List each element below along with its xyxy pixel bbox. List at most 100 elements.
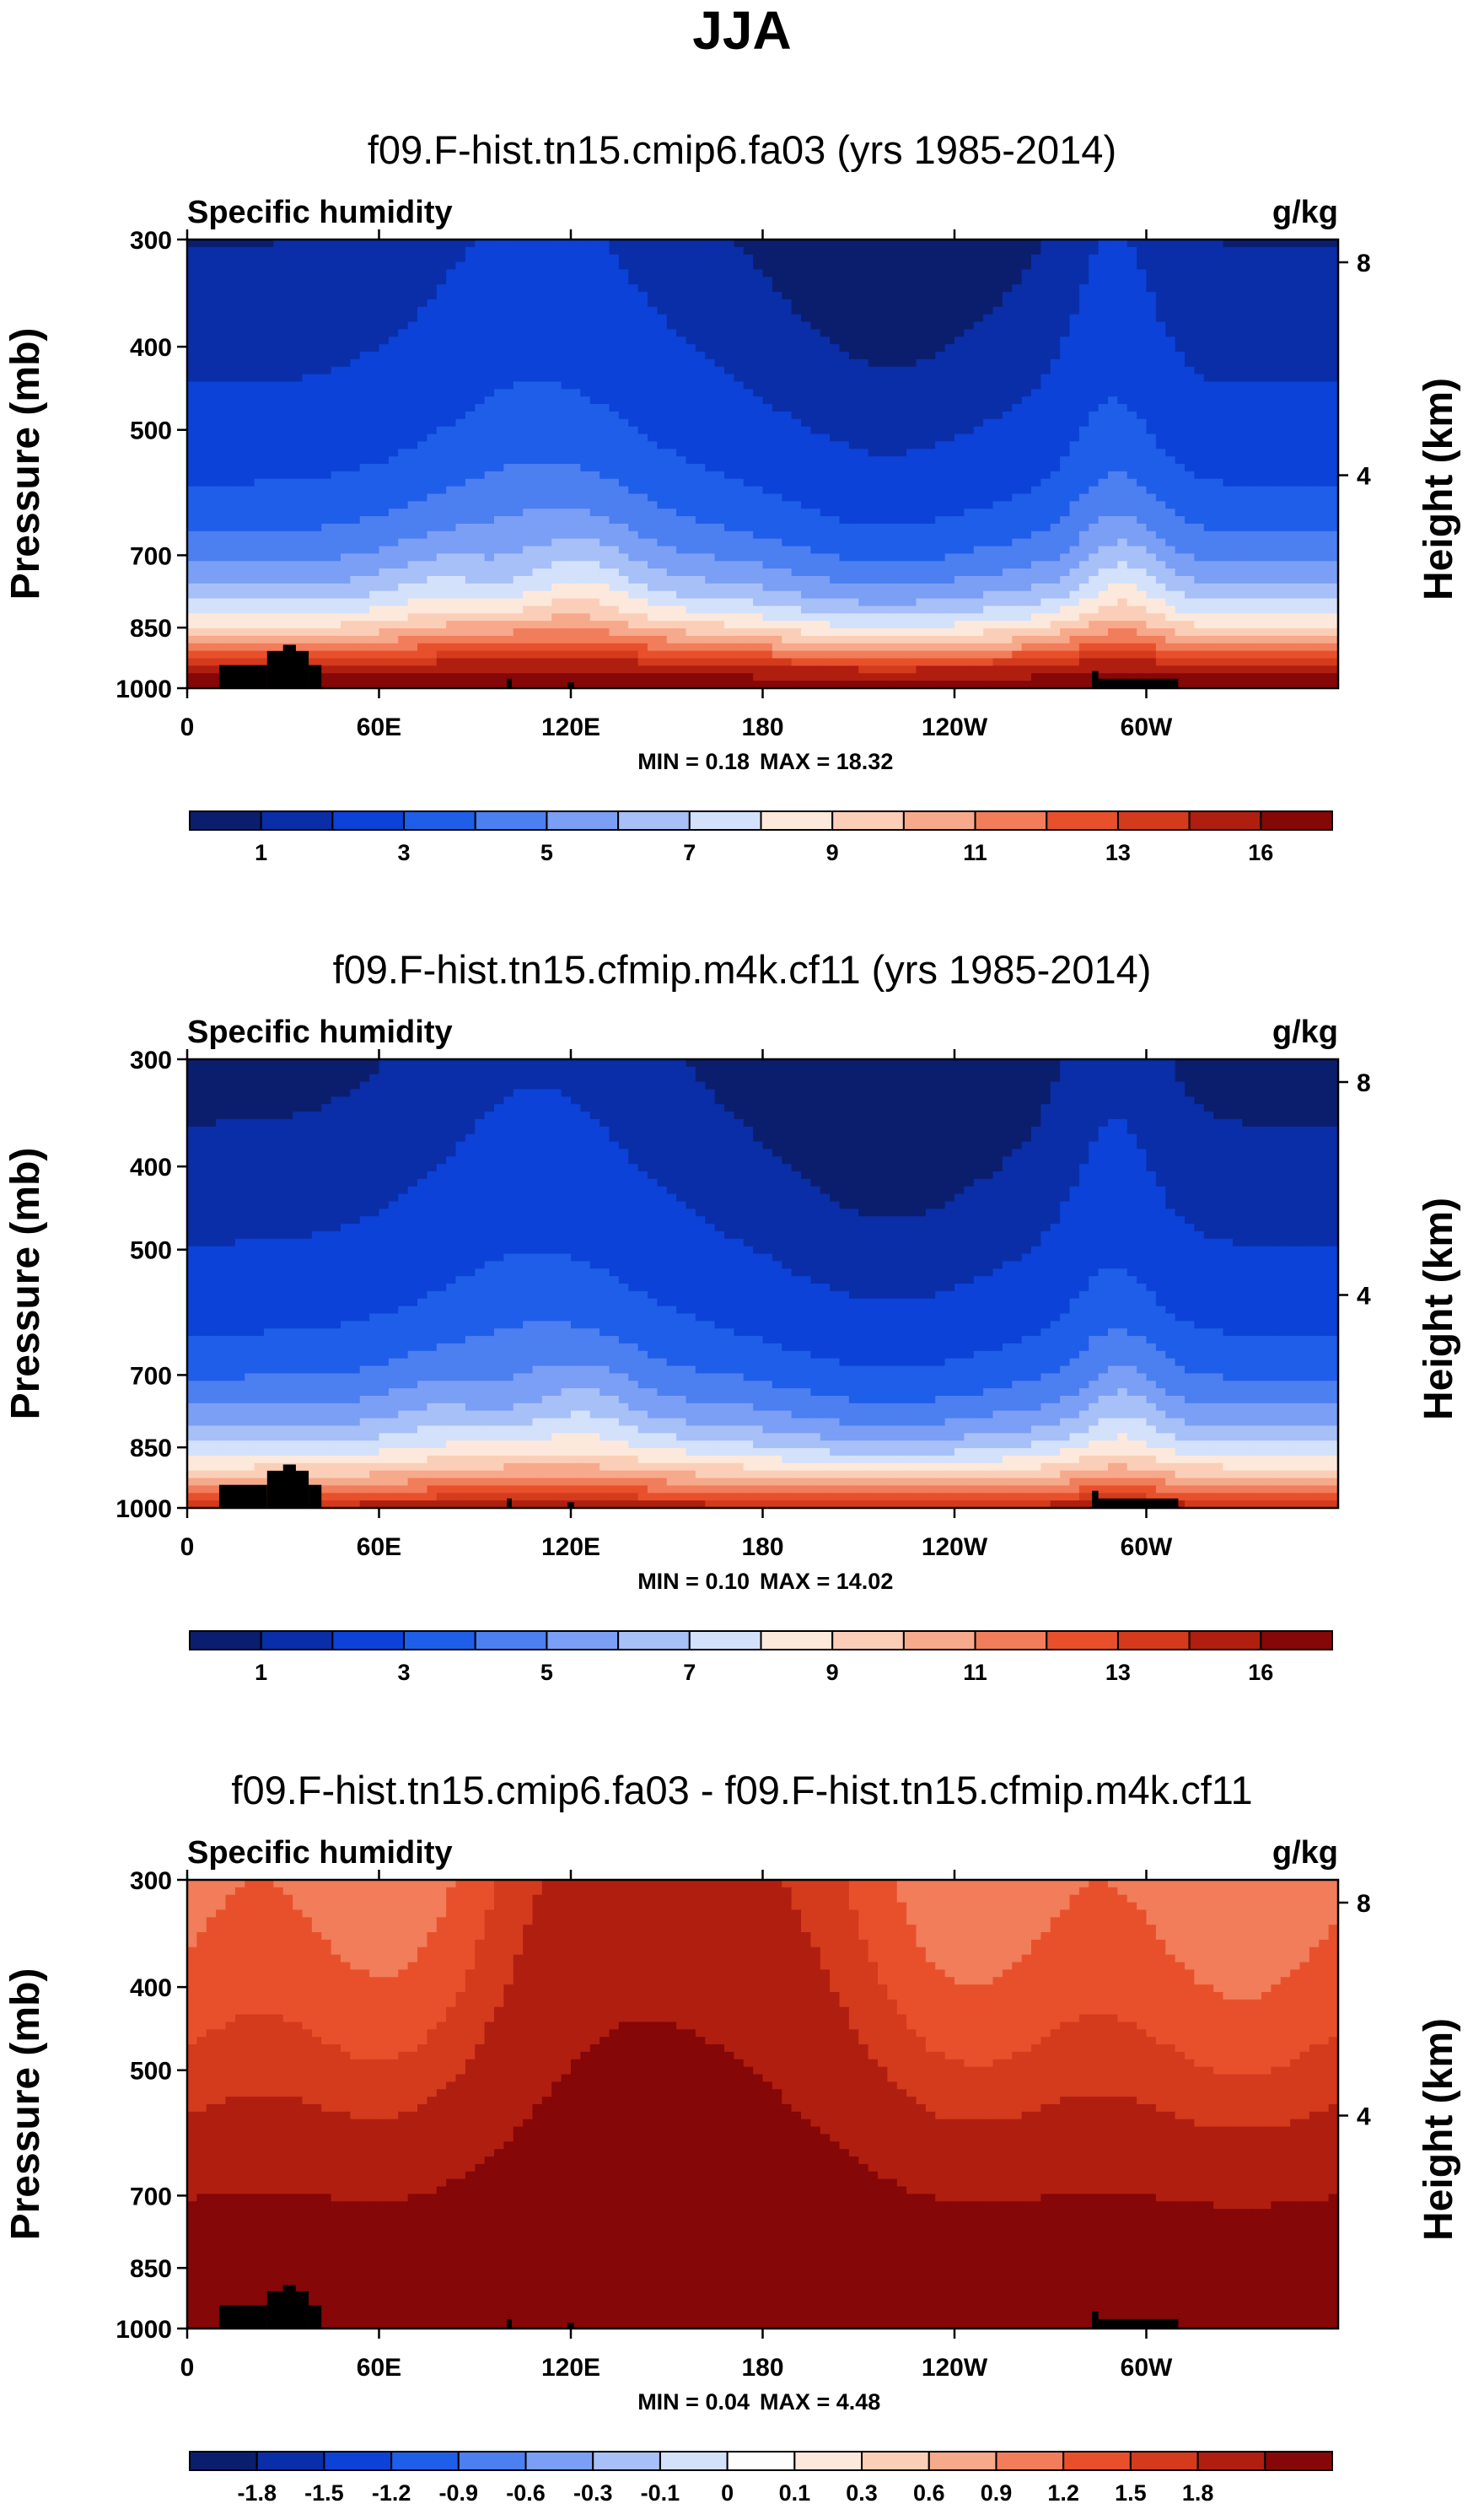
contour-cell xyxy=(944,509,955,517)
contour-cell xyxy=(954,366,965,375)
contour-cell xyxy=(839,441,850,450)
contour-cell xyxy=(532,411,543,420)
contour-cell xyxy=(1251,277,1262,285)
contour-cell xyxy=(858,284,869,293)
contour-cell xyxy=(302,501,313,509)
contour-cell xyxy=(225,426,236,435)
contour-cell xyxy=(1261,396,1272,405)
contour-cell xyxy=(455,456,466,465)
contour-cell xyxy=(311,546,322,554)
contour-cell xyxy=(878,538,888,547)
contour-cell xyxy=(906,509,917,517)
contour-cell xyxy=(561,516,572,525)
contour-cell xyxy=(724,471,734,480)
contour-cell xyxy=(1165,344,1176,353)
contour-cell xyxy=(331,523,341,532)
contour-cell xyxy=(657,277,668,285)
contour-cell xyxy=(648,344,658,353)
contour-cell xyxy=(523,277,534,285)
contour-cell xyxy=(1213,530,1224,540)
contour-cell xyxy=(1242,358,1253,368)
contour-cell xyxy=(1165,374,1176,383)
contour-cell xyxy=(532,530,543,540)
contour-cell xyxy=(350,441,361,450)
contour-cell xyxy=(1328,277,1339,285)
contour-cell xyxy=(465,358,476,368)
contour-cell xyxy=(782,284,793,293)
contour-cell xyxy=(648,277,658,285)
contour-cell xyxy=(695,464,706,472)
contour-cell xyxy=(964,284,975,293)
contour-cell xyxy=(1223,292,1234,300)
contour-cell xyxy=(273,277,284,285)
contour-cell xyxy=(503,352,514,360)
contour-cell xyxy=(868,329,879,337)
contour-cell xyxy=(379,366,390,375)
contour-cell xyxy=(1203,314,1214,323)
contour-cell xyxy=(868,538,879,547)
contour-cell xyxy=(1002,471,1013,480)
contour-cell xyxy=(417,337,427,345)
contour-cell xyxy=(350,478,361,487)
contour-cell xyxy=(341,509,351,517)
contour-cell xyxy=(609,381,620,390)
contour-cell xyxy=(791,523,802,532)
contour-cell xyxy=(935,337,946,345)
contour-cell xyxy=(475,538,486,547)
contour-cell xyxy=(446,509,457,517)
contour-cell xyxy=(1165,411,1176,420)
contour-cell xyxy=(417,344,427,353)
contour-cell xyxy=(1050,418,1061,428)
contour-cell xyxy=(772,523,782,532)
contour-cell xyxy=(273,509,284,517)
contour-cell xyxy=(541,464,552,472)
contour-cell xyxy=(455,314,466,323)
contour-cell xyxy=(206,404,217,412)
contour-cell xyxy=(1002,337,1013,345)
contour-cell xyxy=(858,464,869,472)
contour-cell xyxy=(264,292,274,300)
contour-cell xyxy=(1175,299,1186,308)
contour-cell xyxy=(187,306,197,315)
contour-cell xyxy=(810,321,821,330)
contour-cell xyxy=(407,418,418,428)
contour-cell xyxy=(264,530,274,540)
contour-cell xyxy=(465,471,476,480)
contour-cell xyxy=(494,321,504,330)
contour-cell xyxy=(1012,486,1023,495)
contour-cell xyxy=(331,418,341,428)
contour-cell xyxy=(206,374,217,383)
contour-cell xyxy=(791,254,802,263)
contour-cell xyxy=(1290,381,1301,390)
contour-cell xyxy=(600,344,610,353)
contour-cell xyxy=(341,441,351,450)
contour-cell xyxy=(916,374,927,383)
contour-cell xyxy=(187,426,197,435)
contour-cell xyxy=(465,284,476,293)
contour-cell xyxy=(1223,493,1234,502)
contour-cell xyxy=(455,292,466,300)
contour-cell xyxy=(992,418,1003,428)
contour-cell xyxy=(407,321,418,330)
contour-cell xyxy=(446,329,457,337)
contour-cell xyxy=(1213,464,1224,472)
contour-cell xyxy=(369,418,380,428)
contour-cell xyxy=(503,546,514,554)
contour-cell xyxy=(944,261,955,271)
contour-cell xyxy=(714,314,725,323)
contour-cell xyxy=(935,471,946,480)
contour-cell xyxy=(1040,389,1051,397)
contour-cell xyxy=(1251,344,1262,353)
contour-cell xyxy=(1089,314,1100,323)
contour-cell xyxy=(925,501,936,509)
contour-cell xyxy=(896,456,907,465)
contour-cell xyxy=(887,389,898,397)
contour-cell xyxy=(561,426,572,435)
contour-cell xyxy=(254,471,265,480)
contour-cell xyxy=(494,292,504,300)
contour-cell xyxy=(973,269,984,277)
variable-label: Specific humidity xyxy=(187,195,453,230)
contour-cell xyxy=(1146,530,1157,540)
contour-cell xyxy=(1213,374,1224,383)
contour-cell xyxy=(225,306,236,315)
